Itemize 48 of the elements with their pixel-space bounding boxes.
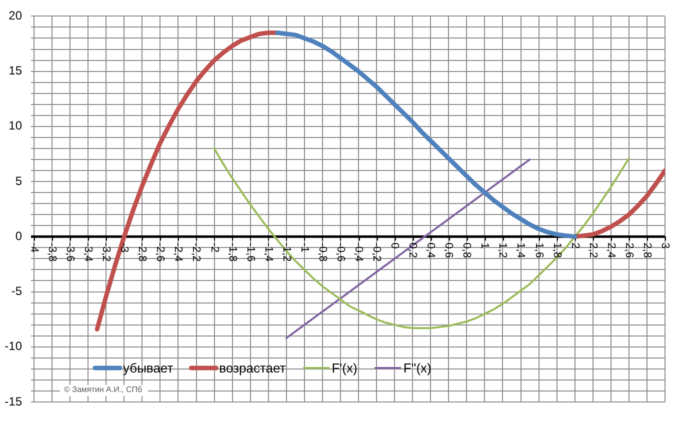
legend-label: убывает bbox=[123, 360, 174, 376]
x-tick-label: -2,6 bbox=[154, 242, 166, 262]
x-tick-label: -1,8 bbox=[226, 242, 238, 262]
x-tick-label: 1 bbox=[478, 242, 491, 249]
x-tick-label: -1,4 bbox=[262, 242, 274, 262]
x-tick-label: 0,6 bbox=[442, 242, 455, 258]
x-tick-label: 2,6 bbox=[622, 242, 635, 258]
y-tick-label: 10 bbox=[8, 118, 22, 133]
x-tick-label: -2,2 bbox=[190, 242, 202, 262]
annotation: © Замятин А.И., СПб bbox=[64, 385, 143, 394]
legend-label: F''(x) bbox=[403, 360, 432, 376]
x-tick-label: -3,6 bbox=[64, 242, 76, 262]
x-tick-label: -2,4 bbox=[172, 242, 184, 262]
y-tick-label: 15 bbox=[8, 64, 22, 78]
x-tick-label: -1 bbox=[298, 242, 310, 252]
legend-label: F'(x) bbox=[332, 360, 358, 376]
x-tick-label: -0,8 bbox=[316, 242, 328, 262]
x-tick-label: -0,4 bbox=[352, 242, 364, 262]
x-tick-label: -3 bbox=[118, 242, 130, 252]
x-tick-label: 0,2 bbox=[406, 242, 419, 258]
x-tick-label: -4 bbox=[28, 242, 40, 252]
x-tick-label: -3,4 bbox=[82, 242, 94, 262]
x-tick-label: 2 bbox=[568, 242, 581, 249]
x-tick-label: -0,2 bbox=[370, 242, 383, 262]
legend-label: возрастает bbox=[219, 360, 286, 376]
x-tick-label: -3,2 bbox=[100, 242, 112, 262]
x-tick-label: 1,4 bbox=[514, 242, 527, 258]
x-tick-label: 1,8 bbox=[550, 242, 563, 258]
x-tick-label: 2,8 bbox=[640, 242, 653, 258]
y-tick-label: 20 bbox=[8, 8, 22, 23]
x-tick-label: 0,8 bbox=[460, 242, 473, 258]
x-tick-label: -3,8 bbox=[46, 242, 58, 262]
x-tick-label: 3 bbox=[658, 242, 671, 249]
y-tick-label: -5 bbox=[11, 284, 22, 298]
x-tick-label: 2,4 bbox=[604, 242, 617, 258]
y-tick-label: -10 bbox=[4, 339, 22, 354]
x-tick-label: -1,2 bbox=[280, 242, 292, 262]
x-tick-label: -2,8 bbox=[136, 242, 148, 262]
x-tick-label: -0,6 bbox=[334, 242, 346, 262]
x-tick-label: 1,2 bbox=[496, 242, 509, 258]
x-tick-label: -2 bbox=[208, 242, 220, 252]
y-tick-label: -15 bbox=[4, 394, 22, 408]
x-tick-label: 2,2 bbox=[586, 242, 599, 258]
x-tick-label: -1,6 bbox=[244, 242, 256, 262]
y-tick-label: 5 bbox=[15, 174, 22, 188]
x-tick-label: 0,4 bbox=[424, 242, 437, 258]
x-tick-label: 0 bbox=[388, 242, 401, 249]
x-tick-label: 1,6 bbox=[532, 242, 545, 258]
